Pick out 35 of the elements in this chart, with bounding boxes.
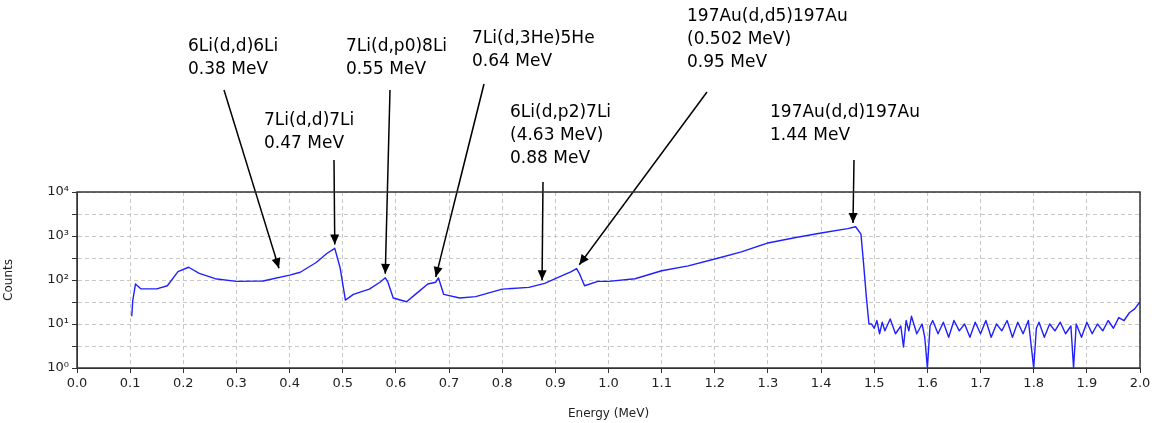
x-tick-label: 2.0 [1129, 375, 1151, 391]
x-tick-label: 1.6 [917, 375, 938, 391]
x-tick-label: 1.4 [810, 375, 832, 391]
x-tick-label: 0.9 [545, 375, 566, 391]
annotation: 6Li(d,p2)7Li (4.63 MeV) 0.88 MeV [510, 100, 612, 167]
y-tick-label: 10¹ [47, 315, 69, 331]
annotation: 197Au(d,d5)197Au (0.502 MeV) 0.95 MeV [687, 4, 848, 71]
annotation: 7Li(d,d)7Li 0.47 MeV [264, 108, 355, 152]
x-tick-label: 1.5 [863, 375, 885, 391]
x-tick-label: 0.7 [438, 375, 460, 391]
x-tick-label: 0.5 [332, 375, 354, 391]
x-tick-label: 1.8 [1023, 375, 1045, 391]
x-tick-label: 0.1 [119, 375, 141, 391]
x-tick-label: 0.8 [491, 375, 513, 391]
x-tick-label: 1.3 [757, 375, 779, 391]
x-tick-label: 1.1 [651, 375, 672, 391]
x-tick-label: 0.4 [279, 375, 300, 391]
x-tick-label: 0.2 [172, 375, 194, 391]
x-tick-label: 1.9 [1076, 375, 1098, 391]
x-tick-label: 1.7 [970, 375, 991, 391]
x-tick-label: 1.2 [704, 375, 726, 391]
x-axis-title: Energy (MeV) [567, 405, 650, 420]
x-tick-label: 0.0 [66, 375, 88, 391]
y-tick-label: 10⁰ [47, 359, 69, 375]
x-tick-label: 0.3 [226, 375, 247, 391]
x-tick-label: 1.0 [598, 375, 619, 391]
y-tick-label: 10³ [47, 227, 69, 243]
y-tick-label: 10² [47, 271, 69, 287]
annotation: 6Li(d,d)6Li 0.38 MeV [188, 34, 279, 78]
y-tick-label: 10⁴ [47, 183, 69, 199]
x-tick-label: 0.6 [385, 375, 407, 391]
annotation: 197Au(d,d)197Au 1.44 MeV [770, 100, 920, 144]
annotation: 7Li(d,p0)8Li 0.55 MeV [346, 34, 448, 78]
y-axis-title: Counts [1, 259, 16, 301]
annotation: 7Li(d,3He)5He 0.64 MeV [472, 26, 595, 70]
